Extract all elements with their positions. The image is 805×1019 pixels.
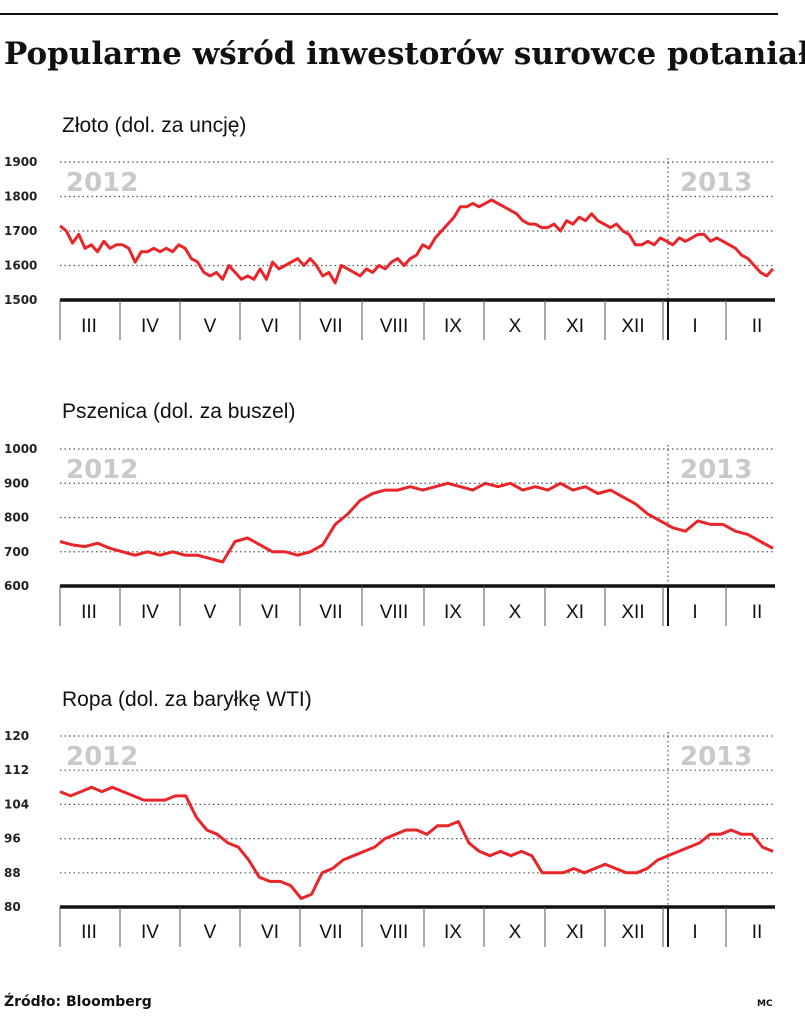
x-tick-label: V <box>204 922 217 943</box>
y-tick-label: 88 <box>4 866 21 880</box>
x-tick-label: III <box>81 922 97 943</box>
x-tick-label: XII <box>621 602 644 623</box>
y-tick-label: 112 <box>4 763 29 777</box>
x-tick-label: VI <box>261 922 279 943</box>
y-tick-label: 120 <box>4 729 29 743</box>
x-tick-label: IX <box>444 602 462 623</box>
x-tick-label: VII <box>319 922 342 943</box>
x-tick-label: VI <box>261 316 279 337</box>
y-tick-label: 1000 <box>4 442 37 456</box>
x-tick-label: I <box>692 602 697 623</box>
y-tick-label: 1700 <box>4 224 37 238</box>
x-tick-label: X <box>509 316 522 337</box>
x-tick-label: IV <box>141 602 159 623</box>
year-label-start: 2012 <box>66 455 138 485</box>
x-tick-label: X <box>509 922 522 943</box>
x-tick-label: XII <box>621 316 644 337</box>
y-tick-label: 1600 <box>4 259 37 273</box>
y-tick-label: 80 <box>4 900 21 914</box>
chart-title: Ropa (dol. za baryłkę WTI) <box>62 688 312 711</box>
infographic-title: Popularne wśród inwestorów surowce potan… <box>4 36 805 72</box>
y-tick-label: 1800 <box>4 190 37 204</box>
x-tick-label: VIII <box>380 316 409 337</box>
x-tick-label: VI <box>261 602 279 623</box>
x-tick-label: XI <box>566 602 584 623</box>
x-tick-label: I <box>692 316 697 337</box>
year-label-start: 2012 <box>66 742 138 772</box>
y-tick-label: 700 <box>4 545 29 559</box>
x-tick-label: X <box>509 602 522 623</box>
x-tick-label: II <box>752 316 763 337</box>
author-credit: MC <box>757 999 773 1009</box>
year-label-end: 2013 <box>680 168 752 198</box>
x-tick-label: XII <box>621 922 644 943</box>
x-tick-label: III <box>81 316 97 337</box>
year-label-end: 2013 <box>680 455 752 485</box>
chart-title: Pszenica (dol. za buszel) <box>62 400 295 423</box>
x-tick-label: VII <box>319 602 342 623</box>
y-tick-label: 900 <box>4 476 29 490</box>
year-label-start: 2012 <box>66 168 138 198</box>
chart-1: Złoto (dol. za uncję) 1900 1800 1700 1600 150… <box>4 114 775 340</box>
x-tick-label: III <box>81 602 97 623</box>
x-tick-label: IV <box>141 316 159 337</box>
price-series-line <box>59 198 775 285</box>
price-series-line <box>59 481 774 564</box>
x-tick-label: II <box>752 602 763 623</box>
y-tick-label: 1900 <box>4 155 37 169</box>
x-tick-label: IX <box>444 922 462 943</box>
y-tick-label: 104 <box>4 797 29 811</box>
chart-title: Złoto (dol. za uncję) <box>62 114 246 137</box>
x-tick-label: V <box>204 602 217 623</box>
x-tick-label: XI <box>566 922 584 943</box>
chart-3: Ropa (dol. za baryłkę WTI) 120 112 104 96 88 8… <box>4 688 775 947</box>
year-label-end: 2013 <box>680 742 752 772</box>
price-series-line <box>59 785 774 900</box>
x-tick-label: I <box>692 922 697 943</box>
x-tick-label: VIII <box>380 922 409 943</box>
y-tick-label: 600 <box>4 579 29 593</box>
source-note: Źródło: Bloomberg <box>4 992 152 1010</box>
y-tick-label: 1500 <box>4 293 37 307</box>
y-tick-label: 96 <box>4 832 21 846</box>
x-tick-label: VII <box>319 316 342 337</box>
chart-2: Pszenica (dol. za buszel) 1000 900 800 700 60… <box>4 400 775 626</box>
x-tick-label: VIII <box>380 602 409 623</box>
y-tick-label: 800 <box>4 511 29 525</box>
x-tick-label: XI <box>566 316 584 337</box>
x-tick-label: II <box>752 922 763 943</box>
x-tick-label: IV <box>141 922 159 943</box>
x-tick-label: V <box>204 316 217 337</box>
x-tick-label: IX <box>444 316 462 337</box>
charts-group: Złoto (dol. za uncję) 1900 1800 1700 1600 150… <box>4 114 775 947</box>
